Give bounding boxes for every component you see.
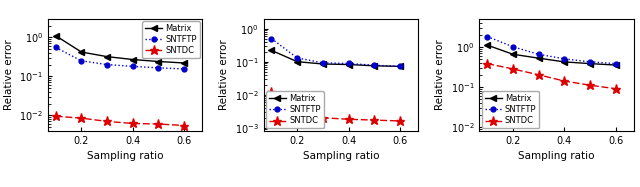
X-axis label: Sampling ratio: Sampling ratio [87,151,163,161]
SNTFTP [293,57,301,59]
Matrix [396,65,404,68]
SNTDC [371,119,378,121]
Legend: Matrix, SNTFTP, SNTDC: Matrix, SNTFTP, SNTDC [142,21,200,58]
Matrix [129,58,136,61]
SNTFTP [612,62,620,65]
SNTFTP [180,68,188,70]
Legend: Matrix, SNTFTP, SNTDC: Matrix, SNTFTP, SNTDC [482,91,540,128]
Line: SNTFTP: SNTFTP [53,45,186,71]
Line: SNTDC: SNTDC [51,112,189,130]
SNTDC [180,124,188,127]
SNTFTP [483,35,491,38]
Matrix [268,49,275,51]
SNTDC [77,117,85,119]
SNTDC [561,80,568,82]
Y-axis label: Relative error: Relative error [4,39,13,110]
Matrix [345,63,353,66]
SNTFTP [103,63,111,66]
SNTDC [293,112,301,114]
Matrix [483,44,491,46]
Line: SNTDC: SNTDC [483,59,620,93]
X-axis label: Sampling ratio: Sampling ratio [518,151,595,161]
Matrix [180,62,188,64]
Line: SNTFTP: SNTFTP [484,34,618,66]
SNTFTP [155,67,163,69]
SNTDC [319,117,326,119]
SNTDC [509,68,516,70]
SNTFTP [371,64,378,66]
SNTDC [535,74,543,76]
Matrix [509,53,516,55]
Line: SNTFTP: SNTFTP [269,36,403,69]
Matrix [103,56,111,58]
SNTDC [129,122,136,125]
SNTDC [268,91,275,93]
SNTFTP [52,46,60,49]
SNTFTP [319,62,326,64]
Matrix [155,60,163,63]
SNTFTP [509,46,516,48]
SNTDC [345,118,353,120]
Matrix [586,62,594,65]
Matrix [561,61,568,63]
Matrix [371,65,378,67]
SNTFTP [129,65,136,68]
SNTFTP [268,37,275,40]
Y-axis label: Relative error: Relative error [220,39,229,110]
SNTDC [612,88,620,90]
SNTDC [103,120,111,122]
Line: Matrix: Matrix [52,33,188,66]
SNTDC [52,115,60,117]
Matrix [77,51,85,53]
SNTFTP [561,58,568,60]
Matrix [535,57,543,59]
Matrix [52,35,60,37]
SNTDC [155,123,163,125]
Line: Matrix: Matrix [268,47,403,70]
SNTFTP [396,65,404,68]
SNTFTP [535,53,543,55]
SNTFTP [586,61,594,63]
SNTFTP [345,62,353,65]
SNTDC [483,62,491,65]
Line: Matrix: Matrix [484,42,619,68]
Matrix [293,61,301,63]
SNTFTP [77,60,85,62]
SNTDC [586,84,594,86]
Matrix [612,64,620,66]
Legend: Matrix, SNTFTP, SNTDC: Matrix, SNTFTP, SNTDC [266,91,324,128]
X-axis label: Sampling ratio: Sampling ratio [303,151,379,161]
Matrix [319,63,326,65]
SNTDC [396,120,404,122]
Line: SNTDC: SNTDC [267,88,404,125]
Y-axis label: Relative error: Relative error [435,39,445,110]
